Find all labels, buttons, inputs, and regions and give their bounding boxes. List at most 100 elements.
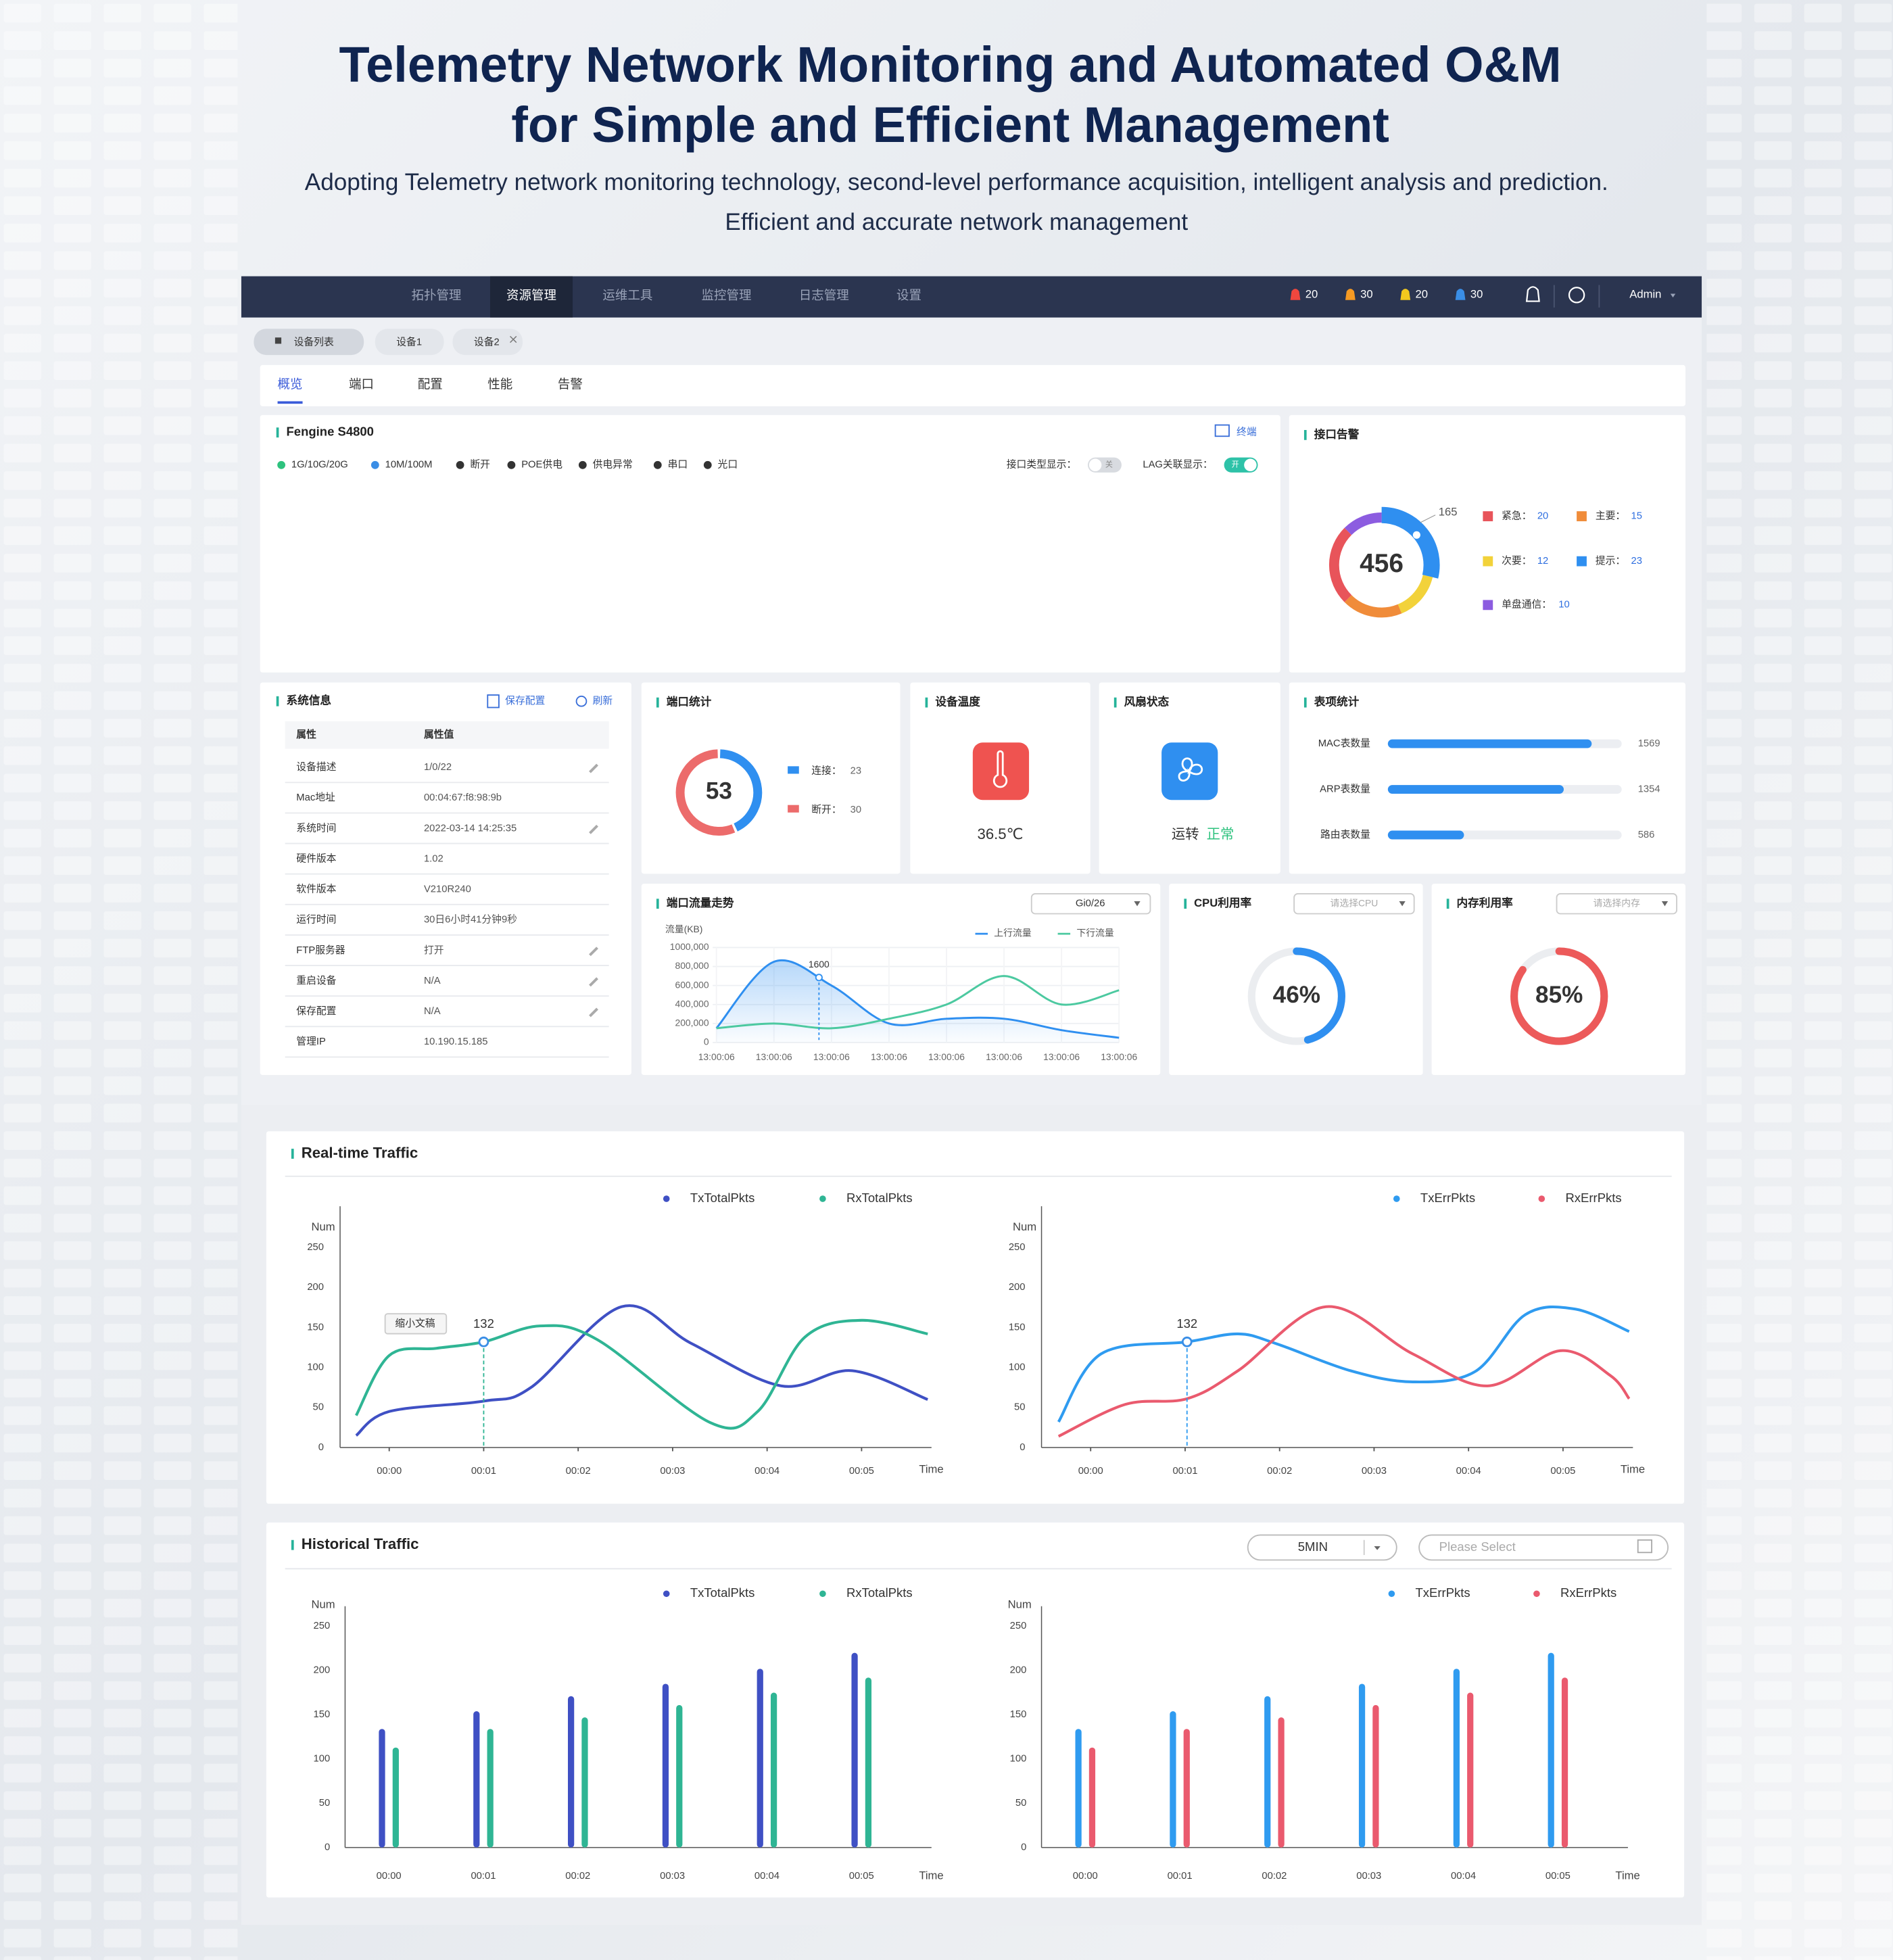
- save-button[interactable]: 保存配置: [505, 695, 545, 707]
- alarm-count[interactable]: 30: [1360, 288, 1373, 301]
- bar: [757, 1669, 763, 1848]
- cell: 打开: [424, 945, 444, 956]
- edit-icon[interactable]: [589, 947, 598, 957]
- user-menu[interactable]: Admin: [1629, 288, 1661, 301]
- edit-icon[interactable]: [589, 763, 598, 773]
- cell: N/A: [424, 976, 441, 986]
- subtab[interactable]: 告警: [558, 377, 583, 391]
- cell: 软件版本: [296, 884, 336, 895]
- legend-label: 紧急：: [1502, 510, 1531, 521]
- legend-value[interactable]: 12: [1537, 556, 1548, 567]
- bar: [1561, 1677, 1568, 1848]
- port-segment: [719, 749, 763, 832]
- edit-icon[interactable]: [589, 977, 598, 987]
- subtab[interactable]: 配置: [418, 377, 443, 391]
- nav-item[interactable]: 拓扑管理: [411, 288, 461, 302]
- nav-item[interactable]: 运维工具: [602, 288, 652, 302]
- alarm-count[interactable]: 30: [1470, 288, 1483, 301]
- tab[interactable]: [254, 329, 364, 356]
- subtab[interactable]: 概览: [278, 377, 303, 391]
- interval-select[interactable]: [1247, 1534, 1397, 1561]
- nav-item[interactable]: 设置: [896, 288, 921, 302]
- port-segment: [675, 749, 736, 836]
- legend-value[interactable]: 15: [1631, 510, 1642, 521]
- refresh-icon: [575, 695, 588, 707]
- bar: [676, 1704, 683, 1848]
- legend-text: RxTotalPkts: [846, 1585, 913, 1600]
- annotation: 1600: [809, 959, 830, 970]
- legend-value[interactable]: 23: [1631, 556, 1642, 567]
- page-title: Telemetry Network Monitoring and Automat…: [339, 37, 1561, 93]
- bar: [379, 1729, 385, 1848]
- annotation-point: [815, 974, 823, 982]
- thermometer: [992, 750, 1008, 788]
- edit-icon[interactable]: [589, 824, 598, 834]
- axis-title: Num: [1008, 1598, 1032, 1610]
- legend-text: 10M/100M: [385, 460, 433, 471]
- rack-decoration: [0, 0, 238, 1960]
- legend-swatch: [1483, 511, 1493, 521]
- legend-swatch: [788, 805, 799, 813]
- clock-icon[interactable]: [1568, 287, 1585, 304]
- card-title: Real-time Traffic: [302, 1144, 418, 1161]
- tab-label[interactable]: 设备列表: [294, 336, 334, 348]
- nav-item[interactable]: 监控管理: [702, 288, 752, 302]
- bell-icon[interactable]: [1525, 286, 1540, 302]
- bar-value: 586: [1638, 830, 1655, 840]
- y-tick-label: 0: [1020, 1442, 1025, 1453]
- line: [715, 959, 1120, 1039]
- bar: [392, 1747, 399, 1848]
- alarm-count[interactable]: 20: [1305, 288, 1318, 301]
- title-marker: [1303, 697, 1307, 708]
- card-title: CPU利用率: [1194, 896, 1251, 909]
- alarm-count[interactable]: 20: [1416, 288, 1429, 301]
- card-title: 端口流量走势: [667, 896, 734, 909]
- nav-item[interactable]: 日志管理: [799, 288, 849, 302]
- subtab[interactable]: 性能: [487, 377, 512, 391]
- tab[interactable]: [452, 329, 523, 356]
- terminal-icon[interactable]: [1214, 424, 1230, 437]
- x-tick-label: 00:04: [754, 1871, 780, 1882]
- subtab[interactable]: 端口: [349, 377, 374, 391]
- legend-value[interactable]: 20: [1537, 510, 1548, 521]
- annotation-point: [1181, 1336, 1193, 1347]
- x-tick-label: 00:03: [1356, 1871, 1381, 1882]
- edit-icon[interactable]: [589, 1007, 598, 1018]
- legend-value[interactable]: 10: [1558, 600, 1569, 611]
- refresh-button[interactable]: 刷新: [593, 695, 613, 707]
- x-tick-label: 00:05: [1550, 1466, 1575, 1477]
- subtab-underline: [277, 401, 303, 404]
- tab-label[interactable]: 设备1: [396, 336, 422, 348]
- select[interactable]: [1030, 893, 1151, 915]
- x-tick-label: 13:00:06: [871, 1051, 907, 1062]
- card-title: 系统信息: [287, 694, 332, 707]
- tab[interactable]: [375, 329, 444, 356]
- card: [1289, 414, 1685, 673]
- cell: 硬件版本: [296, 853, 336, 864]
- axis-title: Time: [1621, 1463, 1645, 1476]
- tab-label[interactable]: 设备2: [474, 336, 500, 348]
- legend-text: 光口: [718, 459, 738, 471]
- nav-item[interactable]: 资源管理: [506, 288, 556, 302]
- select[interactable]: [1293, 893, 1415, 915]
- terminal-link[interactable]: 终端: [1237, 427, 1257, 438]
- bar: [1453, 1669, 1460, 1848]
- cell: 10.190.15.185: [424, 1036, 488, 1047]
- bar: [1467, 1692, 1474, 1848]
- legend-text: RxErrPkts: [1560, 1585, 1616, 1600]
- legend-text: 串口: [668, 459, 688, 471]
- y-tick-label: 250: [1009, 1242, 1026, 1253]
- cell: 运行时间: [296, 914, 336, 926]
- save-icon: [487, 694, 500, 709]
- date-picker[interactable]: [1418, 1534, 1669, 1561]
- y-tick-label: 200: [1010, 1665, 1027, 1676]
- caret: [1670, 293, 1676, 298]
- tab-close[interactable]: [510, 335, 517, 343]
- x-tick-label: 00:04: [1451, 1871, 1476, 1882]
- x-tick-label: 00:03: [660, 1871, 685, 1882]
- select[interactable]: [1556, 893, 1677, 915]
- legend-icon: [578, 460, 587, 469]
- title-marker: [1184, 899, 1187, 909]
- x-tick-label: 00:05: [849, 1871, 874, 1882]
- cell: 管理IP: [296, 1036, 326, 1047]
